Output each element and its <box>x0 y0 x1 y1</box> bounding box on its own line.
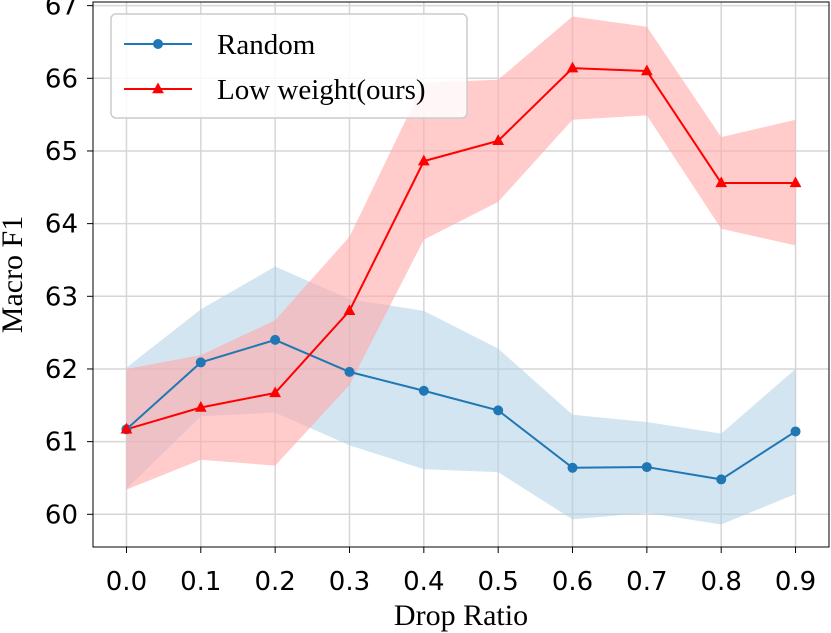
y-tick-label: 67 <box>45 0 78 22</box>
data-point-random <box>418 385 429 396</box>
legend-label-random: Random <box>217 29 316 61</box>
data-point-low-weight <box>194 400 207 412</box>
data-point-random <box>493 405 504 416</box>
series-markers <box>120 61 802 485</box>
x-tick-label: 0.1 <box>180 567 221 597</box>
y-axis-title: Macro F1 <box>0 216 29 333</box>
x-tick-label: 0.5 <box>477 567 518 597</box>
data-point-low-weight <box>417 154 430 166</box>
legend-label-low-weight: Low weight(ours) <box>217 74 426 106</box>
data-point-low-weight <box>120 422 133 434</box>
x-tick-label: 0.8 <box>701 567 742 597</box>
y-tick-label: 64 <box>45 210 78 240</box>
plot-frame <box>92 1 830 548</box>
y-tick-label: 63 <box>45 282 78 312</box>
data-point-low-weight <box>566 61 579 73</box>
legend-marker-random <box>153 39 163 49</box>
series-line-low-weight <box>126 67 796 431</box>
data-point-low-weight <box>269 386 281 398</box>
y-axis-ticks: 60 61 62 63 64 65 66 67 <box>45 0 93 530</box>
x-tick-label: 0.2 <box>254 567 295 597</box>
x-tick-label: 0.0 <box>106 567 147 597</box>
y-tick-label: 66 <box>45 64 78 94</box>
data-point-random <box>344 366 355 377</box>
x-tick-label: 0.9 <box>775 567 816 597</box>
data-point-random <box>641 462 652 473</box>
data-point-random <box>270 334 281 345</box>
data-point-low-weight <box>715 176 728 188</box>
legend-box <box>110 13 468 119</box>
data-point-low-weight <box>641 64 653 76</box>
x-tick-label: 0.4 <box>403 567 444 597</box>
series-line-random <box>125 338 797 481</box>
legend: Random Low weight(ours) <box>110 13 468 119</box>
data-point-low-weight <box>492 134 505 146</box>
data-point-low-weight <box>789 176 802 188</box>
data-point-random <box>567 462 578 473</box>
data-point-random <box>790 426 801 437</box>
data-point-random <box>195 357 206 368</box>
y-tick-label: 61 <box>45 428 78 458</box>
y-tick-label: 60 <box>45 500 78 530</box>
x-tick-label: 0.7 <box>626 567 667 597</box>
y-tick-label: 62 <box>45 355 78 385</box>
legend-marker-low-weight <box>152 82 164 94</box>
x-tick-label: 0.3 <box>329 567 370 597</box>
x-axis-title: Drop Ratio <box>394 599 528 632</box>
series-lines <box>125 67 797 481</box>
x-axis-ticks: 0.0 0.1 0.2 0.3 0.4 0.5 0.6 0.7 0.8 0.9 <box>106 547 816 597</box>
data-point-random <box>716 474 727 485</box>
data-point-low-weight <box>343 304 356 316</box>
x-tick-label: 0.6 <box>552 567 593 597</box>
y-tick-label: 65 <box>45 137 78 167</box>
